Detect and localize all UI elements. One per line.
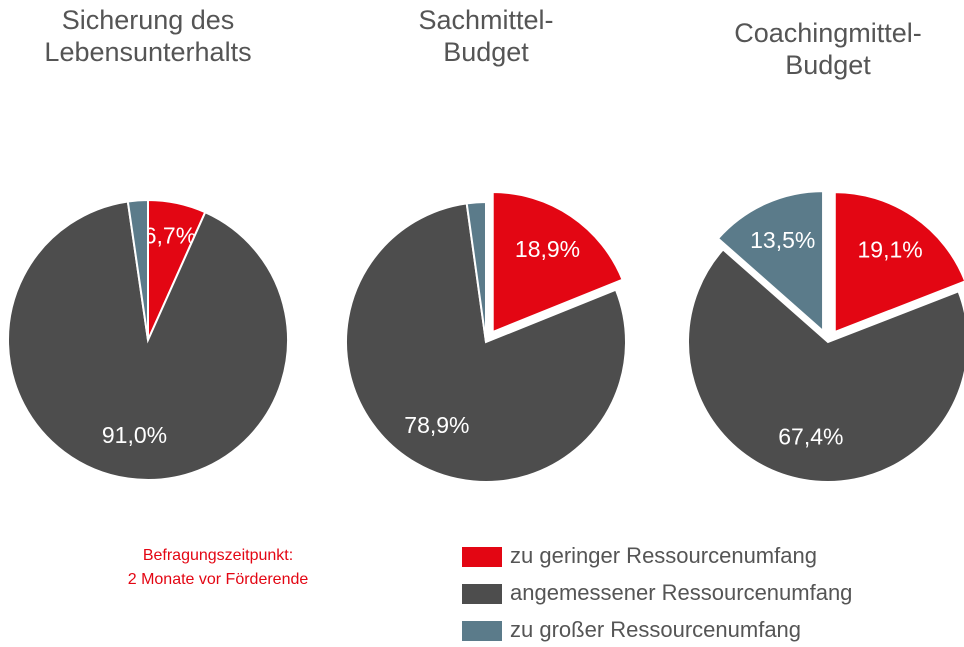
slice-label: 67,4% (778, 424, 843, 450)
legend-label: zu großer Ressourcenumfang (510, 617, 801, 642)
legend-label: angemessener Ressourcenumfang (510, 580, 852, 605)
pie-title: Budget (785, 50, 871, 80)
slice-label: 13,5% (750, 227, 815, 253)
pie-title: Budget (443, 37, 529, 67)
pie-title: Lebensunterhalts (44, 37, 251, 67)
pie-slice (465, 200, 487, 343)
slice-label: 18,9% (515, 236, 580, 262)
slice-label: 78,9% (404, 412, 469, 438)
slice-label: 19,1% (858, 236, 923, 262)
pie-title: Sicherung des (62, 5, 235, 35)
pie-slice (345, 202, 627, 483)
legend-swatch (462, 621, 502, 641)
pie-title: Coachingmittel- (734, 18, 922, 48)
pie-slice (716, 190, 825, 334)
slice-label: 6,7% (144, 222, 196, 248)
legend-label: zu geringer Ressourcenumfang (510, 543, 817, 568)
pie-slice (7, 200, 289, 481)
slice-label: 91,0% (102, 422, 167, 448)
pie-slice (126, 198, 149, 341)
pie-slice (833, 191, 964, 334)
annotation: Befragungszeitpunkt: (143, 547, 293, 564)
legend-swatch (462, 584, 502, 604)
legend-swatch (462, 547, 502, 567)
pie-title: Sachmittel- (418, 5, 553, 35)
annotation: 2 Monate vor Förderende (128, 571, 309, 588)
pie-slice (491, 191, 624, 334)
